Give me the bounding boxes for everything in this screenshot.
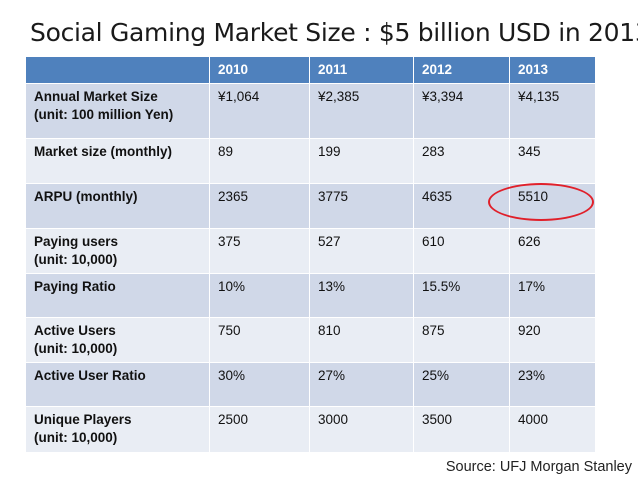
table-cell: 3500 [413,406,510,453]
table-row: Paying users (unit: 10,000) 375 527 610 … [25,228,596,274]
row-label: Unique Players (unit: 10,000) [25,406,210,453]
table-cell: 27% [309,362,414,407]
row-label-line: (unit: 100 million Yen) [34,107,174,122]
table-row: Unique Players (unit: 10,000) 2500 3000 … [25,406,596,453]
table-cell: 3000 [309,406,414,453]
header-cell: 2012 [413,56,510,84]
table-row: ARPU (monthly) 2365 3775 4635 5510 [25,183,596,229]
table-row: Active User Ratio 30% 27% 25% 23% [25,362,596,407]
table-cell: 2365 [209,183,310,229]
table-header-row: 2010 2011 2012 2013 [25,56,596,84]
row-label-line: Market size (monthly) [34,144,173,159]
table-cell: 375 [209,228,310,274]
table-cell: 13% [309,273,414,318]
table-cell: 17% [509,273,596,318]
row-label: Active User Ratio [25,362,210,407]
header-cell: 2011 [309,56,414,84]
source-caption: Source: UFJ Morgan Stanley [445,459,632,475]
table-cell: 626 [509,228,596,274]
row-label: ARPU (monthly) [25,183,210,229]
arpu-2013-cell: 5510 [509,183,596,229]
row-label-line: (unit: 10,000) [34,341,118,356]
header-cell [25,56,210,84]
row-label: Annual Market Size (unit: 100 million Ye… [25,83,210,139]
header-cell: 2013 [509,56,596,84]
table-cell: 199 [309,138,414,184]
header-cell: 2010 [209,56,310,84]
table-cell: 3775 [309,183,414,229]
table-cell: 527 [309,228,414,274]
row-label-line: Annual Market Size [34,89,158,104]
table-cell: ¥3,394 [413,83,510,139]
table-cell: 4000 [509,406,596,453]
table-cell: 10% [209,273,310,318]
row-label-line: Active User Ratio [34,368,146,383]
table-row: Paying Ratio 10% 13% 15.5% 17% [25,273,596,318]
table-cell: 30% [209,362,310,407]
table-cell: 2500 [209,406,310,453]
row-label-line: Paying Ratio [34,279,116,294]
row-label-line: (unit: 10,000) [34,252,118,267]
table-cell: 4635 [413,183,510,229]
table-cell: 345 [509,138,596,184]
table-cell: 283 [413,138,510,184]
table-row: Annual Market Size (unit: 100 million Ye… [25,83,596,139]
table-cell: 920 [509,317,596,363]
row-label: Paying Ratio [25,273,210,318]
table-cell: ¥2,385 [309,83,414,139]
row-label-line: Paying users [34,234,119,249]
row-label-line: Unique Players [34,412,132,427]
row-label-line: ARPU (monthly) [34,189,138,204]
table-row: Market size (monthly) 89 199 283 345 [25,138,596,184]
row-label: Paying users (unit: 10,000) [25,228,210,274]
table-cell: 750 [209,317,310,363]
table-row: Active Users (unit: 10,000) 750 810 875 … [25,317,596,363]
row-label-line: (unit: 10,000) [34,430,118,445]
page-title: Social Gaming Market Size : $5 billion U… [30,18,638,47]
table-cell: 610 [413,228,510,274]
table-cell: 875 [413,317,510,363]
table-cell: 810 [309,317,414,363]
table-cell: ¥4,135 [509,83,596,139]
row-label: Market size (monthly) [25,138,210,184]
table-cell: 25% [413,362,510,407]
row-label: Active Users (unit: 10,000) [25,317,210,363]
table-cell: 23% [509,362,596,407]
table-cell: 89 [209,138,310,184]
table-cell: 15.5% [413,273,510,318]
market-size-table: 2010 2011 2012 2013 Annual Market Size (… [25,56,596,453]
table-cell: ¥1,064 [209,83,310,139]
row-label-line: Active Users [34,323,116,338]
